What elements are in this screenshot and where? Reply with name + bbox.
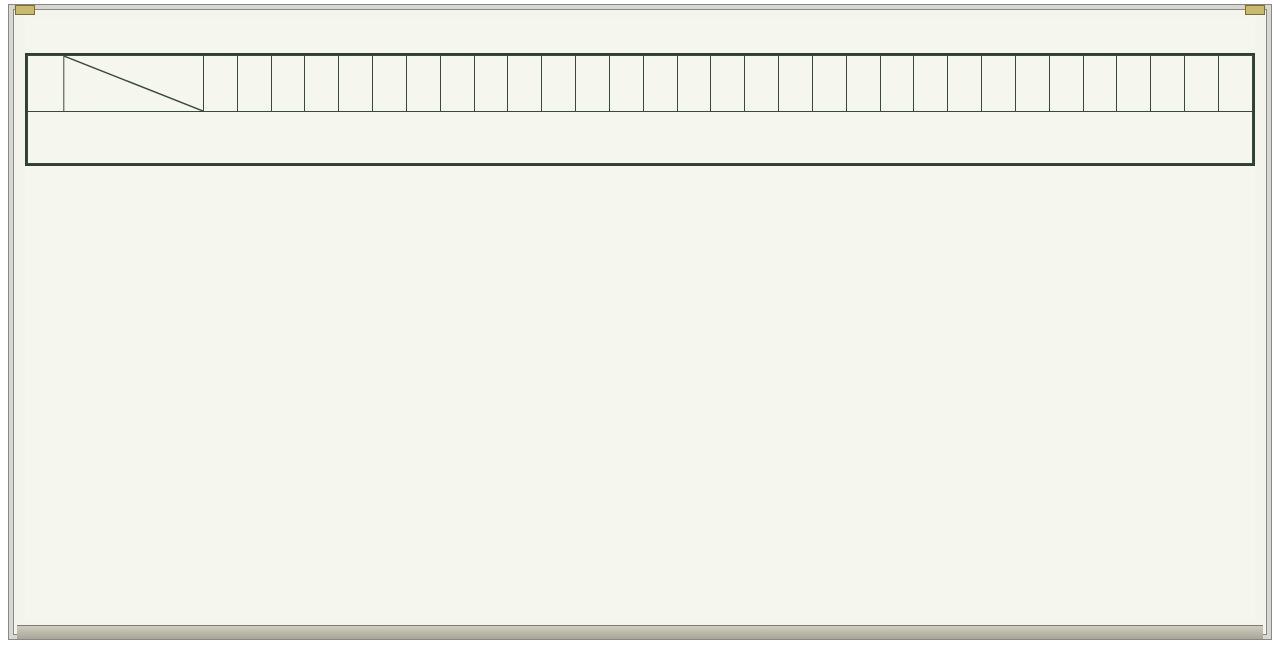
schedule-table bbox=[27, 55, 1253, 164]
remarks-cell bbox=[28, 112, 1253, 164]
day-header bbox=[305, 56, 339, 112]
day-header bbox=[1117, 56, 1151, 112]
day-header bbox=[745, 56, 779, 112]
day-header bbox=[1049, 56, 1083, 112]
day-header bbox=[373, 56, 407, 112]
day-header bbox=[812, 56, 846, 112]
marker-tray bbox=[17, 625, 1263, 639]
schedule-grid bbox=[25, 53, 1255, 166]
title-row bbox=[25, 17, 1255, 53]
day-header bbox=[339, 56, 373, 112]
day-header bbox=[779, 56, 813, 112]
day-header bbox=[1218, 56, 1252, 112]
day-header bbox=[880, 56, 914, 112]
day-header bbox=[609, 56, 643, 112]
day-header bbox=[711, 56, 745, 112]
clip-left bbox=[15, 5, 35, 15]
day-header bbox=[948, 56, 982, 112]
day-header bbox=[1151, 56, 1185, 112]
day-header bbox=[643, 56, 677, 112]
day-header bbox=[914, 56, 948, 112]
day-header bbox=[508, 56, 542, 112]
remarks-row bbox=[28, 112, 1253, 164]
corner-cell bbox=[28, 56, 204, 112]
day-header bbox=[204, 56, 238, 112]
day-header bbox=[237, 56, 271, 112]
day-header bbox=[1015, 56, 1049, 112]
day-header bbox=[677, 56, 711, 112]
day-header bbox=[982, 56, 1016, 112]
day-header bbox=[846, 56, 880, 112]
day-header bbox=[271, 56, 305, 112]
whiteboard-frame bbox=[8, 4, 1272, 640]
day-header bbox=[542, 56, 576, 112]
whiteboard-surface bbox=[25, 17, 1255, 621]
header-row bbox=[28, 56, 1253, 112]
day-header bbox=[576, 56, 610, 112]
day-header bbox=[440, 56, 474, 112]
day-header bbox=[474, 56, 508, 112]
clip-right bbox=[1245, 5, 1265, 15]
day-header bbox=[406, 56, 440, 112]
day-header bbox=[1185, 56, 1219, 112]
day-header bbox=[1083, 56, 1117, 112]
